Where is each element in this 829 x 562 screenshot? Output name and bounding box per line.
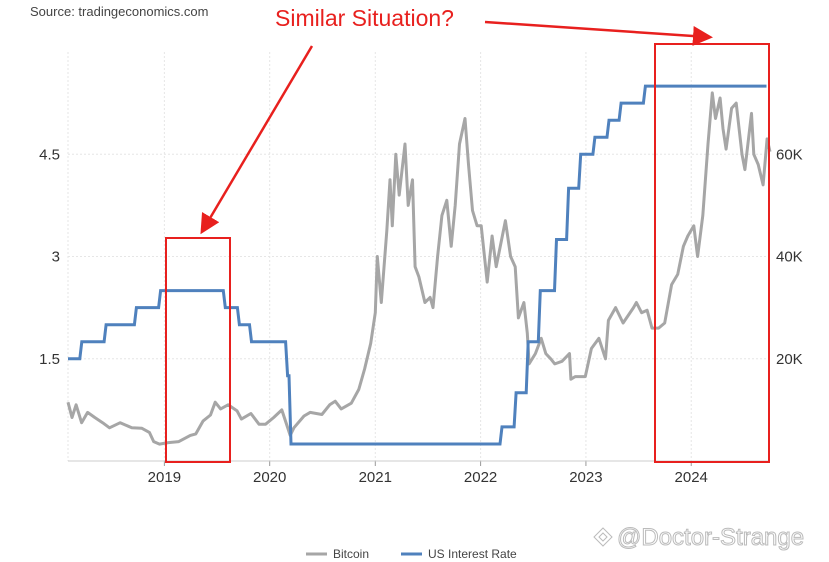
annotation-text: Similar Situation? xyxy=(275,5,454,31)
x-tick-label: 2024 xyxy=(675,469,708,486)
x-tick-label: 2023 xyxy=(569,469,602,486)
us-interest-rate-series-line xyxy=(68,84,767,446)
y-left-tick-label: 4.5 xyxy=(39,146,60,163)
y-axis-right: 20K 40K 60K xyxy=(776,146,803,368)
chart-source: Source: tradingeconomics.com xyxy=(30,4,208,19)
x-axis: 2019 2020 2021 2022 2023 2024 xyxy=(148,469,708,486)
annotation-arrow-right xyxy=(484,20,713,46)
x-tick-label: 2019 xyxy=(148,469,181,486)
y-left-tick-label: 1.5 xyxy=(39,351,60,368)
x-tick-label: 2021 xyxy=(359,469,392,486)
chart-legend: Bitcoin US Interest Rate xyxy=(306,547,517,561)
y-left-tick-label: 3 xyxy=(52,249,60,266)
legend-label-bitcoin: Bitcoin xyxy=(333,547,369,561)
y-right-tick-label: 60K xyxy=(776,146,803,163)
bitcoin-series-line xyxy=(66,91,772,446)
chart-grid xyxy=(67,52,770,466)
y-axis-left: 1.5 3 4.5 xyxy=(39,146,60,368)
annotation-arrow-left xyxy=(200,45,314,235)
watermark: @Doctor-Strange xyxy=(593,524,805,552)
annotation-box-2019 xyxy=(165,237,231,463)
y-right-tick-label: 20K xyxy=(776,351,803,368)
x-tick-label: 2022 xyxy=(464,469,497,486)
y-right-tick-label: 40K xyxy=(776,249,803,266)
watermark-text: @Doctor-Strange xyxy=(617,524,804,551)
legend-label-us-interest-rate: US Interest Rate xyxy=(428,547,517,561)
watermark-logo-icon xyxy=(593,527,613,547)
x-tick-label: 2020 xyxy=(253,469,286,486)
